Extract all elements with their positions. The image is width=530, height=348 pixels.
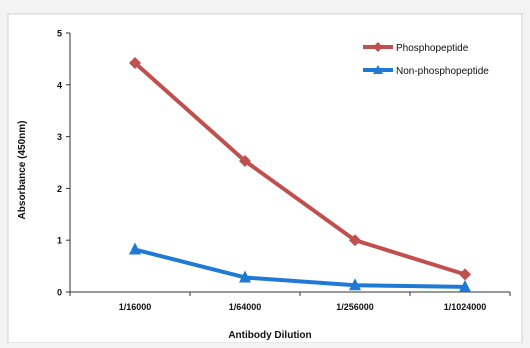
legend-marker-triangle: [373, 65, 383, 74]
data-point-triangle: [459, 279, 471, 292]
data-point-triangle: [349, 278, 361, 291]
legend-label: Phosphopeptide: [396, 43, 469, 54]
x-tick-label: 1/256000: [336, 302, 374, 312]
x-axis: 1/16000 1/64000 1/256000 1/1024000: [69, 291, 511, 312]
y-tick-label: 5: [57, 29, 62, 39]
y-axis-label: Absorbance (450nm): [17, 121, 28, 220]
y-tick-label: 0: [57, 288, 62, 298]
y-tick-label: 2: [57, 184, 62, 194]
y-axis: 0 1 2 3 4 5: [57, 29, 71, 298]
data-point-diamond: [129, 57, 141, 70]
y-tick-label: 3: [57, 132, 62, 142]
chart-area: [7, 13, 523, 344]
series-lines: [129, 57, 471, 292]
x-tick-label: 1/1024000: [444, 302, 487, 312]
x-axis-label: Antibody Dilution: [228, 330, 311, 341]
series-line-0: [133, 61, 466, 277]
legend-label: Non-phosphopeptide: [396, 66, 489, 77]
legend-marker-diamond: [373, 42, 383, 52]
x-tick-label: 1/64000: [229, 302, 262, 312]
x-tick-label: 1/16000: [119, 302, 152, 312]
data-point-diamond: [459, 268, 471, 281]
data-point-triangle: [239, 270, 251, 283]
data-point-triangle: [129, 242, 141, 255]
data-point-diamond: [239, 154, 251, 167]
data-point-diamond: [349, 234, 361, 247]
y-tick-label: 4: [57, 80, 62, 90]
y-tick-label: 1: [57, 236, 62, 246]
series-line-1: [134, 247, 466, 289]
legend: Phosphopeptide Non-phosphopeptide: [363, 42, 489, 77]
